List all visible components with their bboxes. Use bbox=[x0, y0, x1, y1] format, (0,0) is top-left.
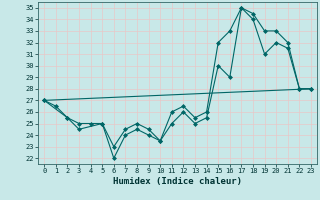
X-axis label: Humidex (Indice chaleur): Humidex (Indice chaleur) bbox=[113, 177, 242, 186]
